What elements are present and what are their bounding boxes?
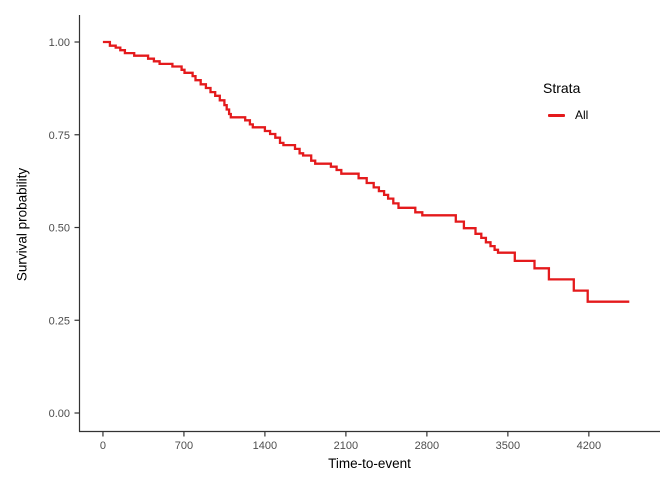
survival-curve: [102, 40, 630, 303]
legend-item-label: All: [575, 108, 589, 122]
x-tick-label: 1400: [253, 440, 277, 452]
x-tick-label: 0: [100, 440, 106, 452]
y-tick-label: 0.25: [49, 315, 70, 327]
legend-title: Strata: [543, 80, 581, 96]
y-tick-label: 0.75: [49, 130, 70, 142]
legend: Strata All: [543, 80, 588, 122]
x-tick-label: 700: [175, 440, 193, 452]
x-tick-label: 3500: [496, 440, 520, 452]
y-tick-label: 0.00: [49, 408, 70, 420]
x-tick-label: 2800: [415, 440, 439, 452]
y-tick-label: 0.50: [49, 223, 70, 235]
legend-line-icon: [548, 113, 565, 117]
x-axis-title: Time-to-event: [328, 456, 411, 471]
legend-item-all: All: [548, 108, 588, 122]
x-tick-label: 2100: [334, 440, 358, 452]
y-axis-title: Survival probability: [14, 167, 30, 282]
x-tick-label: 4200: [577, 440, 601, 452]
y-tick-label: 1.00: [49, 37, 70, 49]
